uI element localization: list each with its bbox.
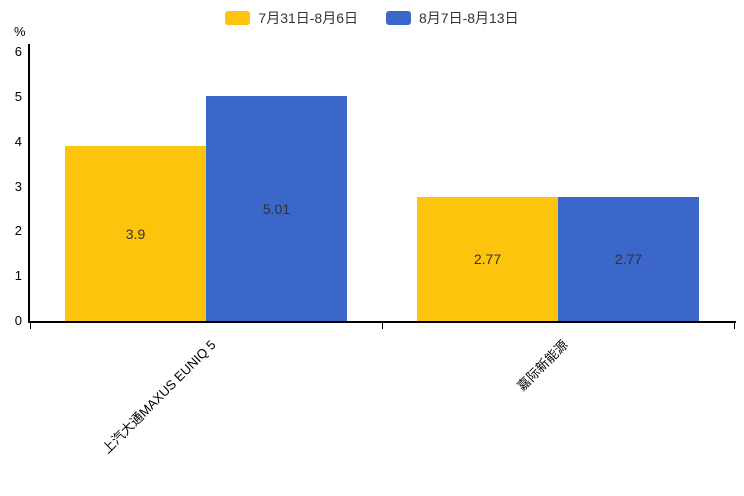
y-axis-tick-label: 2 — [14, 223, 22, 239]
legend-marker-icon — [386, 11, 411, 25]
x-axis-tick-mark — [734, 323, 735, 329]
bar-value-label: 2.77 — [614, 250, 643, 267]
y-axis-tick-label: 4 — [14, 133, 22, 149]
x-axis-category-label: 嘉际新能源 — [514, 337, 571, 394]
x-axis-line — [28, 321, 736, 323]
y-axis-unit-label: % — [14, 24, 26, 39]
legend-item-0[interactable]: 7月31日-8月6日 — [225, 8, 358, 28]
bar-value-label: 2.77 — [473, 250, 502, 267]
x-axis-tick-mark — [30, 323, 31, 329]
y-axis-line — [28, 44, 30, 323]
legend-item-1[interactable]: 8月7日-8月13日 — [386, 8, 519, 28]
y-axis-tick-label: 5 — [14, 88, 22, 104]
bar-series-1-category-0 — [206, 96, 347, 321]
bar-value-label: 5.01 — [262, 200, 291, 217]
legend-label: 7月31日-8月6日 — [258, 10, 358, 26]
legend-marker-icon — [225, 11, 251, 25]
y-axis-tick-label: 0 — [14, 313, 22, 328]
x-axis-category-label: 上汽大通MAXUS EUNIQ 5 — [99, 337, 219, 457]
y-axis-tick-label: 1 — [14, 268, 22, 284]
bar-series-1-category-1 — [558, 196, 699, 321]
bar-value-label: 3.9 — [125, 225, 146, 242]
legend-label: 8月7日-8月13日 — [419, 10, 519, 26]
bar-series-0-category-1 — [417, 196, 558, 321]
y-axis-tick-label: 6 — [14, 44, 22, 59]
bar-series-0-category-0 — [65, 146, 206, 321]
x-axis-tick-mark — [382, 323, 383, 329]
y-axis-tick-label: 3 — [14, 178, 22, 194]
legend: 7月31日-8月6日 8月7日-8月13日 — [0, 8, 744, 28]
